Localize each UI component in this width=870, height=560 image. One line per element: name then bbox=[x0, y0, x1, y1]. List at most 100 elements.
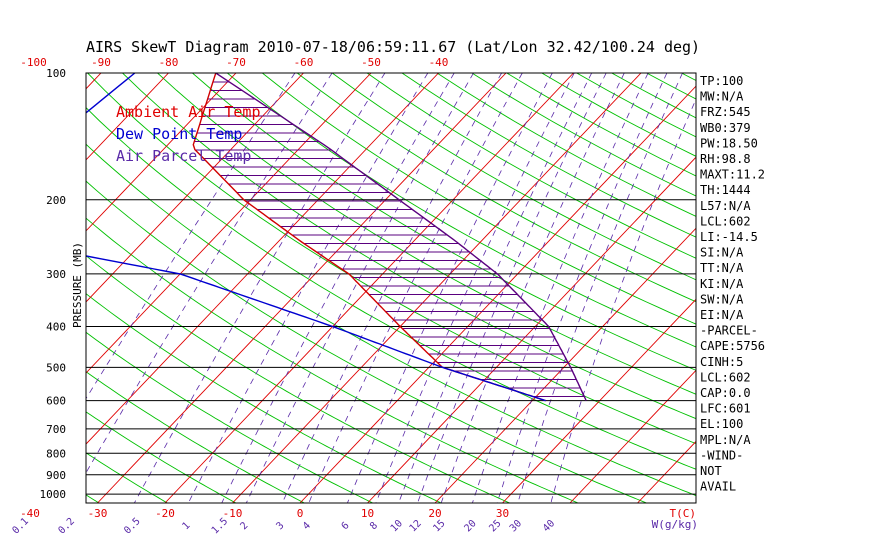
mixing-ratio-line bbox=[496, 73, 668, 503]
bottom-temp-tick: -10 bbox=[223, 507, 243, 520]
stats-line: EL:100 bbox=[700, 417, 743, 431]
mixing-ratio-line bbox=[245, 73, 474, 503]
mixing-ratio-tick: 20 bbox=[462, 518, 478, 534]
dry-adiabat-line bbox=[86, 494, 100, 503]
isotherm-line bbox=[502, 298, 696, 503]
isotherm-line bbox=[164, 73, 574, 503]
dry-adiabat-line bbox=[122, 73, 696, 420]
stats-line: PW:18.50 bbox=[700, 136, 758, 150]
dry-adiabat-line bbox=[157, 73, 696, 395]
isotherm-line bbox=[0, 73, 34, 503]
isotherm-line bbox=[86, 73, 372, 374]
bottom-temp-tick: 0 bbox=[297, 507, 304, 520]
stats-line: LCL:602 bbox=[700, 370, 751, 384]
bottom-temp-tick: -40 bbox=[20, 507, 40, 520]
dry-adiabat-line bbox=[86, 255, 510, 503]
stats-line: TP:100 bbox=[700, 74, 743, 88]
isotherm-line bbox=[86, 73, 237, 232]
stats-line: -PARCEL- bbox=[700, 324, 758, 338]
dry-adiabat-line bbox=[86, 331, 373, 503]
pressure-tick-labels: 100 200 300 400 500 600 700 800 900 1000 bbox=[40, 67, 67, 501]
dry-adiabat-line bbox=[401, 73, 696, 238]
curve-dew-point-temp bbox=[86, 73, 546, 402]
mixing-ratio-tick: 40 bbox=[541, 518, 557, 534]
mixing-ratio-line bbox=[417, 73, 607, 503]
stats-line: MAXT:11.2 bbox=[700, 168, 765, 182]
pressure-tick-label: 700 bbox=[46, 423, 66, 436]
mixing-ratio-tick: 10 bbox=[389, 518, 405, 534]
isotherm-line bbox=[434, 227, 696, 503]
curve-air-parcel-temp bbox=[215, 73, 587, 401]
pressure-tick-label: 100 bbox=[46, 67, 66, 80]
stats-line: LI:-14.5 bbox=[700, 230, 758, 244]
y-axis-label: PRESSURE (MB) bbox=[71, 242, 84, 328]
pressure-tick-label: 400 bbox=[46, 321, 66, 334]
pressure-tick-label: 300 bbox=[46, 268, 66, 281]
chart-title: AIRS SkewT Diagram 2010-07-18/06:59:11.6… bbox=[86, 38, 700, 56]
mixing-ratio-ticks: 0.1 0.2 0.5 1 1.5 2 3 4 6 8 10 12 15 20 25 30 40 W(g/kg) bbox=[10, 516, 698, 537]
isotherm-line bbox=[86, 73, 304, 303]
pressure-tick-label: 900 bbox=[46, 469, 66, 482]
mixing-ratio-tick: 2 bbox=[239, 520, 251, 532]
curve-ambient-air-temp bbox=[192, 73, 546, 402]
bottom-temp-tick: -30 bbox=[88, 507, 108, 520]
isotherm-line bbox=[367, 156, 696, 503]
dry-adiabat-line bbox=[86, 452, 168, 503]
mixing-ratio-unit: W(g/kg) bbox=[652, 518, 698, 531]
mixing-ratio-tick: 8 bbox=[368, 520, 380, 532]
dry-adiabat-line bbox=[87, 73, 696, 445]
top-temp-tick: -90 bbox=[91, 56, 111, 69]
stats-line: TT:N/A bbox=[700, 261, 744, 275]
stats-line: FRZ:545 bbox=[700, 105, 751, 119]
stats-line: -WIND- bbox=[700, 448, 743, 462]
mixing-ratio-tick: 3 bbox=[275, 520, 287, 532]
stats-line: MPL:N/A bbox=[700, 433, 751, 447]
stats-line: LFC:601 bbox=[700, 402, 751, 416]
stats-line: NOT bbox=[700, 464, 722, 478]
top-temp-tick: -60 bbox=[294, 56, 314, 69]
legend-entry: Ambient Air Temp bbox=[116, 103, 261, 121]
dry-adiabat-line bbox=[471, 73, 696, 197]
bottom-temp-tick: 20 bbox=[428, 507, 441, 520]
stats-line: EI:N/A bbox=[700, 308, 744, 322]
mixing-ratio-line bbox=[281, 73, 502, 503]
mixing-ratio-line bbox=[398, 73, 593, 503]
dry-adiabat-line bbox=[366, 73, 696, 259]
bottom-temp-tick: 10 bbox=[361, 507, 374, 520]
mixing-ratio-tick: 6 bbox=[340, 520, 352, 532]
stats-line: LCL:602 bbox=[700, 214, 751, 228]
pressure-tick-label: 800 bbox=[46, 447, 66, 460]
stats-line: RH:98.8 bbox=[700, 152, 751, 166]
isotherm-line bbox=[86, 73, 439, 445]
pressure-tick-label: 500 bbox=[46, 361, 66, 374]
mixing-ratio-line bbox=[187, 73, 429, 503]
stats-line: SW:N/A bbox=[700, 292, 744, 306]
mixing-ratio-line bbox=[308, 73, 523, 503]
legend-entry: Air Parcel Temp bbox=[116, 147, 251, 165]
isotherm-line bbox=[232, 73, 642, 503]
legend-entry: Dew Point Temp bbox=[116, 125, 242, 143]
stats-line: MW:N/A bbox=[700, 90, 744, 104]
mixing-ratio-tick: 12 bbox=[408, 518, 424, 534]
top-temp-tick: -80 bbox=[159, 56, 179, 69]
cape-hatch bbox=[194, 81, 585, 397]
dry-adiabat-line bbox=[86, 217, 579, 503]
isotherms bbox=[0, 73, 696, 503]
dry-adiabat-line bbox=[646, 73, 696, 100]
isobars bbox=[86, 199, 696, 495]
dry-adiabat-line bbox=[192, 73, 696, 371]
dry-adiabat-line bbox=[86, 411, 237, 503]
mixing-ratio-tick: 25 bbox=[487, 518, 503, 534]
mixing-ratio-line bbox=[133, 73, 386, 503]
dry-adiabat-line bbox=[506, 73, 696, 177]
profile-curves bbox=[86, 73, 587, 402]
stats-line: WB0:379 bbox=[700, 121, 751, 135]
top-temp-tick: -100 bbox=[20, 56, 47, 69]
mixing-ratio-tick: 4 bbox=[301, 520, 313, 532]
pressure-tick-label: 200 bbox=[46, 194, 66, 207]
mixing-ratio-line bbox=[86, 73, 333, 474]
mixing-ratio-line bbox=[517, 73, 683, 503]
